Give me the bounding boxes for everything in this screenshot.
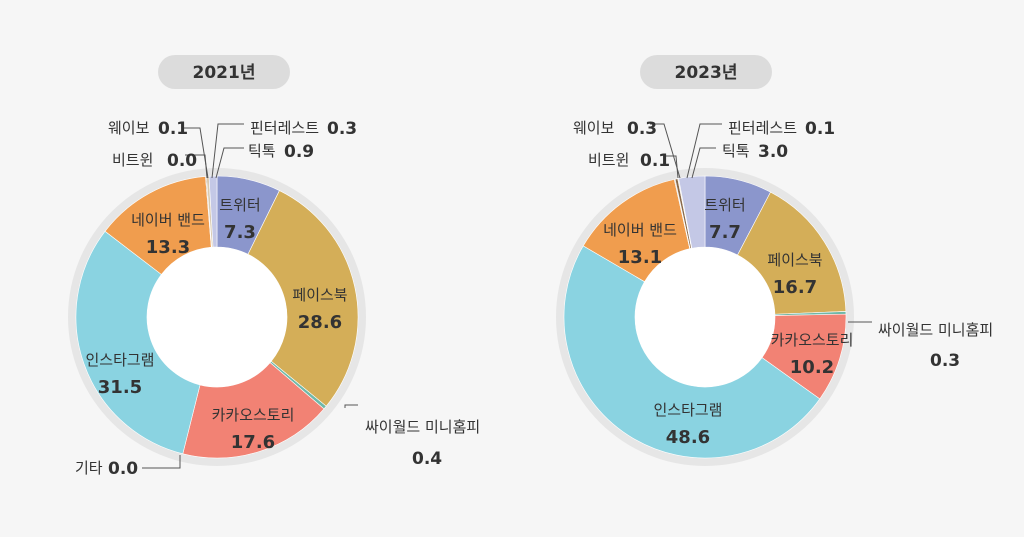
slice-label: 핀터레스트: [250, 119, 319, 137]
slice-label: 싸이월드 미니홈피: [878, 321, 993, 339]
slice-value: 16.7: [773, 277, 817, 298]
slice-label: 웨이보: [573, 119, 615, 137]
donut-hole: [635, 247, 775, 387]
slice-label: 비트윈: [112, 151, 153, 169]
slice-label: 인스타그램: [653, 401, 722, 419]
slice-value: 0.3: [627, 119, 657, 139]
slice-label: 네이버 밴드: [131, 211, 205, 229]
leader-line: [650, 123, 681, 179]
slice-label: 틱톡: [248, 142, 276, 160]
slice-label: 카카오스토리: [212, 406, 295, 424]
slice-label: 페이스북: [767, 251, 822, 269]
slice-value: 7.7: [709, 222, 741, 243]
leader-line: [211, 123, 244, 179]
slice-label: 웨이보: [108, 119, 150, 137]
slice-label: 페이스북: [292, 286, 347, 304]
slice-value: 0.1: [805, 119, 835, 139]
donut-hole: [147, 247, 287, 387]
year-pill: [158, 55, 290, 89]
slice-value: 0.0: [167, 151, 197, 171]
slice-label: 비트윈: [588, 151, 629, 169]
chart-title: 2021년: [193, 63, 256, 83]
slice-value: 28.6: [298, 312, 342, 333]
leader-line: [344, 404, 358, 408]
slice-value: 7.3: [224, 222, 256, 243]
slice-value: 0.3: [327, 119, 357, 139]
slice-label: 기타: [75, 459, 103, 477]
slice-label: 트위터: [219, 196, 260, 214]
leader-line: [691, 147, 716, 179]
slice-value: 48.6: [666, 427, 710, 448]
slice-value: 0.3: [930, 351, 960, 371]
slice-value: 3.0: [758, 142, 788, 162]
slice-label: 카카오스토리: [771, 331, 854, 349]
slice-value: 0.4: [412, 449, 442, 469]
slice-value: 0.1: [640, 151, 670, 171]
slice-value: 0.9: [284, 142, 314, 162]
chart-title: 2023년: [675, 63, 738, 83]
slice-label: 싸이월드 미니홈피: [365, 418, 480, 436]
slice-label: 트위터: [704, 196, 745, 214]
leader-line: [215, 147, 244, 179]
leader-line: [142, 455, 181, 469]
slice-label: 핀터레스트: [728, 119, 797, 137]
slice-value: 10.2: [790, 357, 834, 378]
slice-label: 틱톡: [722, 142, 750, 160]
year-pill: [640, 55, 772, 89]
slice-label: 네이버 밴드: [603, 221, 677, 239]
slice-value: 17.6: [231, 432, 275, 453]
leader-line: [182, 127, 209, 179]
slice-value: 0.0: [108, 459, 138, 479]
leader-line: [686, 123, 722, 179]
slice-label: 인스타그램: [85, 351, 154, 369]
slice-value: 0.1: [158, 119, 188, 139]
slice-value: 13.3: [146, 237, 190, 258]
slice-value: 13.1: [618, 247, 662, 268]
slice-value: 31.5: [98, 377, 142, 398]
